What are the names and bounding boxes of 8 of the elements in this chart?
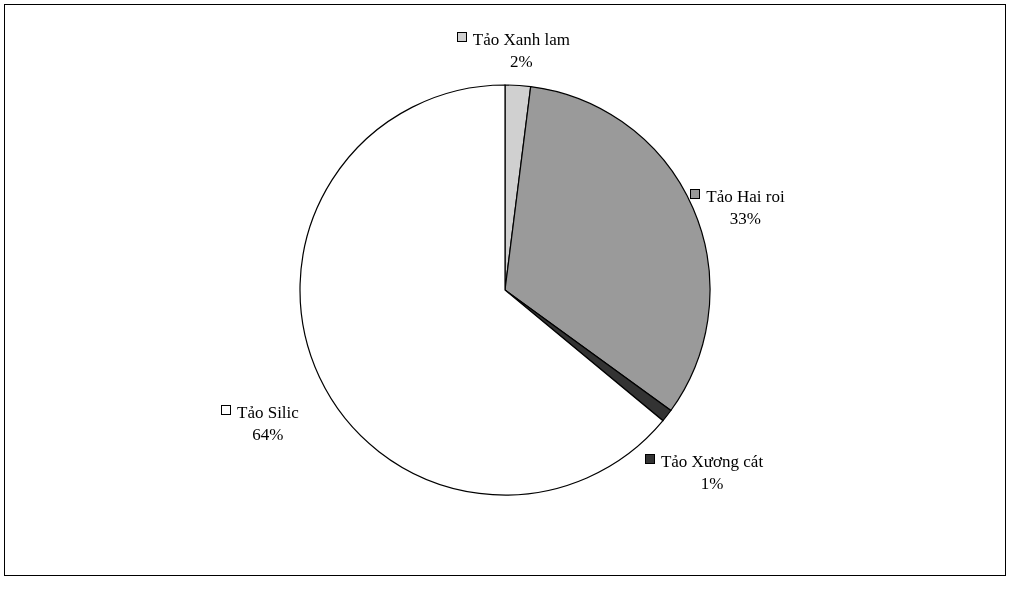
data-label: 2% [510,51,533,71]
legend-label: Tảo Silic [237,402,300,422]
legend-label: Tảo Xương cát [660,451,764,471]
data-label: 1% [700,473,724,493]
legend-label: Tảo Hai roi [706,186,785,206]
data-label: 64% [252,424,284,444]
legend-label: Tảo Xanh lam [472,29,571,49]
data-label: 33% [729,208,762,228]
